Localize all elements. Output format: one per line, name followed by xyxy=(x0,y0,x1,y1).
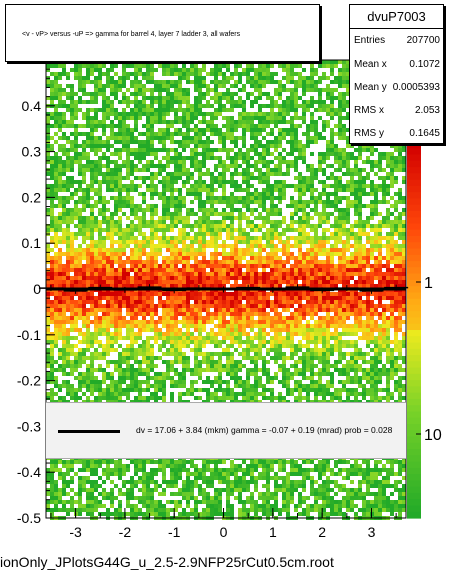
y-tick-label: 0.1 xyxy=(22,235,42,251)
y-tick-label: -0.1 xyxy=(17,327,41,343)
x-tick-label: -3 xyxy=(69,524,82,540)
stats-label: Mean y xyxy=(354,82,387,93)
colorbar xyxy=(407,142,421,519)
colorbar-axis: 1 10 xyxy=(416,275,442,444)
y-tick-label: -0.5 xyxy=(17,510,41,526)
x-axis: -3 -2 -1 0 1 2 3 xyxy=(50,508,397,540)
x-tick-label: -1 xyxy=(168,524,181,540)
stats-label: Entries xyxy=(354,35,386,46)
y-axis: -0.5 -0.4 -0.3 -0.2 -0.1 0 0.1 0.2 0.3 0.4 xyxy=(17,68,55,526)
y-tick-label: 0.2 xyxy=(22,189,42,205)
stats-value: 0.1072 xyxy=(409,59,440,70)
fit-result-text: dv = 17.06 + 3.84 (mkm) gamma = -0.07 + … xyxy=(136,425,393,435)
x-tick-label: 0 xyxy=(220,524,228,540)
y-tick-label: -0.4 xyxy=(17,464,41,480)
x-tick-label: -2 xyxy=(119,524,132,540)
y-tick-label: -0.2 xyxy=(17,373,41,389)
stats-histogram-name: dvuP7003 xyxy=(350,5,443,29)
stats-label: RMS x xyxy=(354,105,384,116)
colorbar-tick-label: 10 xyxy=(424,427,442,444)
stats-value: 0.0005393 xyxy=(392,82,440,93)
chart-title: <v - vP> versus -uP => gamma for barrel … xyxy=(22,31,241,38)
x-tick-label: 1 xyxy=(269,524,277,540)
stats-value: 0.1645 xyxy=(409,128,440,139)
x-tick-label: 3 xyxy=(368,524,376,540)
stats-label: Mean x xyxy=(354,59,387,70)
x-tick-label: 2 xyxy=(318,524,326,540)
fit-legend-line xyxy=(58,430,120,433)
y-tick-label: 0.4 xyxy=(22,98,42,114)
y-tick-label: 0 xyxy=(33,281,41,297)
y-tick-label: -0.3 xyxy=(17,418,41,434)
title-box: <v - vP> versus -uP => gamma for barrel … xyxy=(5,4,320,62)
file-name-label: ionOnly_JPlotsG44G_u_2.5-2.9NFP25rCut0.5… xyxy=(0,554,334,570)
stats-value: 207700 xyxy=(406,35,440,46)
colorbar-tick-label: 1 xyxy=(424,275,433,292)
stats-label: RMS y xyxy=(354,128,384,139)
y-tick-label: 0.3 xyxy=(22,144,42,160)
stats-box: dvuP7003 Entries 207700 Mean x 0.1072 Me… xyxy=(349,4,444,144)
stats-value: 2.053 xyxy=(414,105,440,116)
fit-legend: dv = 17.06 + 3.84 (mkm) gamma = -0.07 + … xyxy=(46,402,406,459)
